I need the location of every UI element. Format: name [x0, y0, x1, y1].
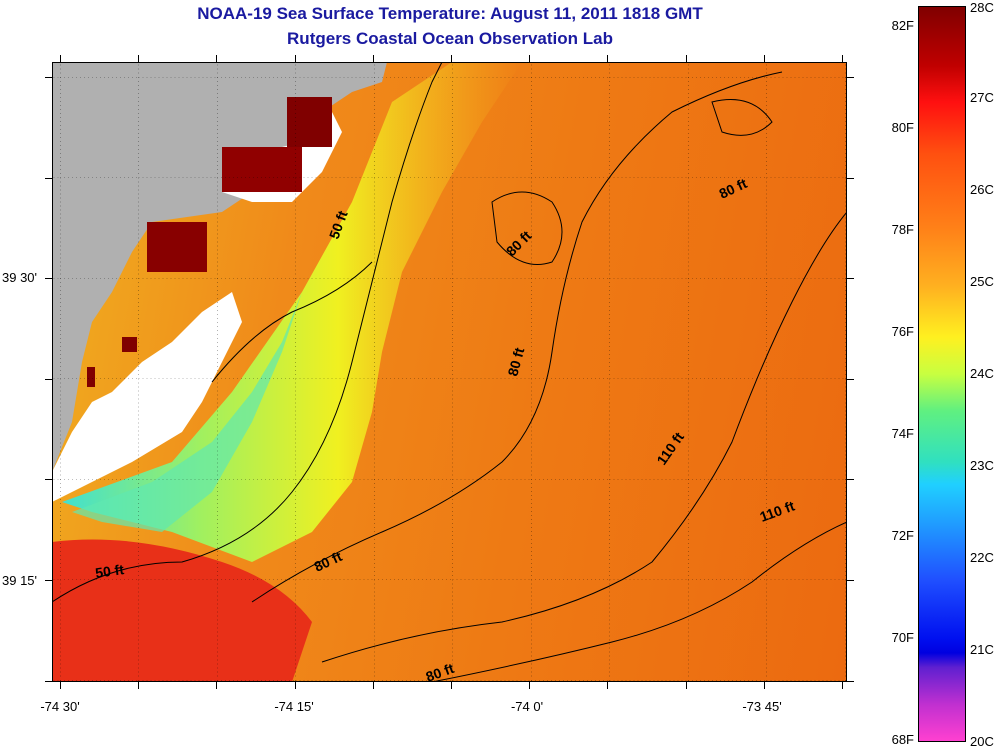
tick-mark: [847, 580, 854, 581]
contour-label: 80 ft: [312, 548, 345, 575]
colorbar-label-c: 26C: [970, 182, 994, 197]
tick-mark: [45, 278, 52, 280]
colorbar-label-f: 80F: [891, 120, 914, 135]
colorbar-label-c: 23C: [970, 458, 994, 473]
tick-mark: [45, 680, 52, 682]
colorbar-label-c: 22C: [970, 550, 994, 565]
contour-label: 50 ft: [94, 561, 125, 581]
tick-mark: [847, 479, 854, 481]
tick-mark: [294, 55, 296, 62]
colorbar-label-c: 25C: [970, 274, 994, 289]
tick-mark: [847, 680, 854, 682]
contour-label: 110 ft: [653, 429, 687, 468]
tick-mark: [842, 682, 843, 689]
lon-label: -74 0': [510, 699, 544, 714]
tick-mark: [60, 55, 61, 62]
colorbar-label-f: 78F: [891, 222, 914, 237]
contour-label: 80 ft: [504, 346, 527, 378]
tick-mark: [847, 378, 854, 380]
tick-mark: [216, 682, 218, 689]
temperature-colorbar: [918, 6, 966, 742]
tick-mark: [847, 77, 854, 78]
tick-mark: [842, 55, 843, 62]
tick-mark: [607, 682, 609, 689]
tick-mark: [138, 682, 140, 689]
tick-mark: [45, 77, 52, 78]
lat-label: 39 30': [2, 270, 38, 285]
colorbar-label-f: 72F: [891, 528, 914, 543]
map-subtitle: Rutgers Coastal Ocean Observation Lab: [287, 29, 613, 48]
tick-mark: [372, 55, 374, 62]
lon-label: -73 45': [742, 699, 782, 714]
colorbar-label-c: 24C: [970, 366, 994, 381]
map-title: NOAA-19 Sea Surface Temperature: August …: [197, 4, 703, 23]
tick-mark: [294, 682, 296, 689]
tick-mark: [451, 55, 452, 62]
contour-label: 80 ft: [424, 660, 457, 682]
tick-mark: [763, 55, 765, 62]
sst-map-graphic: [52, 62, 847, 682]
lon-label: -74 30': [40, 699, 80, 714]
tick-mark: [607, 55, 609, 62]
tick-mark: [45, 378, 52, 380]
tick-mark: [372, 682, 374, 689]
lon-label: -74 15': [274, 699, 314, 714]
tick-mark: [45, 479, 52, 481]
tick-mark: [529, 55, 531, 62]
contour-label: 50 ft: [326, 208, 351, 241]
colorbar-label-f: 74F: [891, 426, 914, 441]
sst-map: 50 ft 50 ft 80 ft 80 ft 80 ft 80 ft 80 f…: [52, 62, 847, 682]
tick-mark: [763, 682, 765, 689]
tick-mark: [847, 177, 854, 179]
colorbar-label-f: 82F: [891, 18, 914, 33]
contour-label: 110 ft: [758, 497, 797, 524]
lat-label: 39 15': [2, 573, 38, 588]
colorbar-label-c: 28C: [970, 0, 994, 15]
tick-mark: [685, 55, 687, 62]
tick-mark: [847, 278, 854, 280]
tick-mark: [216, 55, 218, 62]
tick-mark: [451, 682, 452, 689]
colorbar-label-c: 27C: [970, 90, 994, 105]
contour-label: 80 ft: [503, 227, 535, 259]
graticule: [52, 62, 847, 682]
contour-label: 80 ft: [717, 175, 750, 202]
colorbar-label-f: 68F: [891, 732, 914, 747]
tick-mark: [685, 682, 687, 689]
tick-mark: [45, 177, 52, 179]
tick-mark: [529, 682, 531, 689]
bathymetry-contours: [52, 62, 847, 682]
tick-mark: [60, 682, 61, 689]
colorbar-label-f: 70F: [891, 630, 914, 645]
colorbar-label-c: 21C: [970, 642, 994, 657]
colorbar-label-c: 20C: [970, 734, 994, 749]
contour-label-layer: 50 ft 50 ft 80 ft 80 ft 80 ft 80 ft 80 f…: [94, 175, 797, 682]
tick-mark: [45, 580, 52, 581]
colorbar-label-f: 76F: [891, 324, 914, 339]
tick-mark: [138, 55, 140, 62]
